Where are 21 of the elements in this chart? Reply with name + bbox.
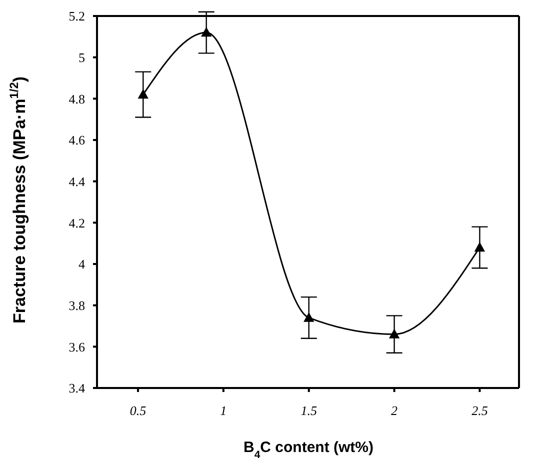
- point: [474, 242, 485, 252]
- x-tick-label: 0.5: [130, 403, 147, 418]
- x-tick-label: 1: [220, 403, 227, 418]
- point: [201, 28, 212, 37]
- y-tick-label: 4: [78, 256, 86, 272]
- y-tick-label: 5: [78, 50, 85, 65]
- point: [138, 90, 148, 99]
- y-tick-label: 4.6: [68, 132, 86, 148]
- x-tick-label: 2.5: [472, 403, 488, 418]
- y-tick-label: 3.6: [68, 339, 86, 354]
- point: [304, 312, 314, 322]
- x-tick-label: 1.5: [300, 403, 318, 418]
- y-tick-label: 4.4: [68, 174, 86, 189]
- y-tick-label: 4.8: [68, 91, 85, 106]
- x-tick-label: 2: [391, 403, 398, 418]
- y-tick-label: 5.2: [68, 8, 85, 24]
- point: [389, 329, 400, 338]
- x-axis-title: B$_{4}$C content (wt%): [243, 439, 374, 461]
- y-tick-label: 3.4: [68, 380, 86, 396]
- y-tick-label: 4.2: [68, 215, 85, 230]
- y-tick-label: 3.8: [68, 298, 85, 313]
